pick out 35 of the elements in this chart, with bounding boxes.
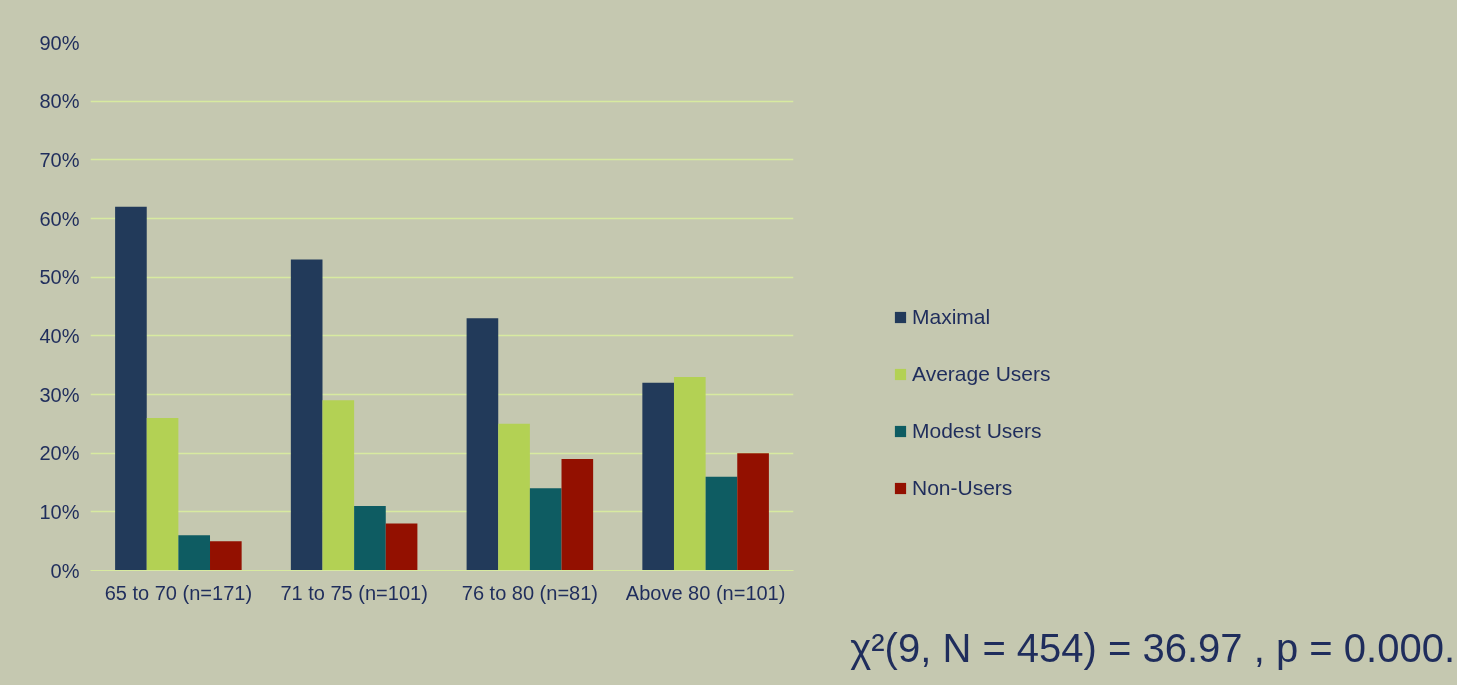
- x-tick-label: Above 80 (n=101): [625, 581, 786, 604]
- y-tick-label: 30%: [39, 383, 80, 406]
- text: χ²(9, N = 454) = 36.97 , p = 0.000.: [850, 625, 1455, 672]
- bar: [529, 488, 562, 571]
- bar: [178, 535, 211, 571]
- y-tick-label: 40%: [39, 324, 80, 347]
- x-tick-label: 65 to 70 (n=171): [104, 581, 253, 604]
- y-tick-label: 90%: [39, 31, 80, 54]
- bar: [322, 400, 355, 571]
- legend-label: Modest Users: [912, 419, 1042, 443]
- bar: [498, 423, 530, 571]
- bar: [673, 376, 706, 571]
- legend-label: Average Users: [912, 362, 1051, 386]
- bar: [642, 382, 674, 571]
- x-tick-label: 71 to 75 (n=101): [280, 581, 428, 604]
- y-tick-label: 10%: [39, 500, 80, 523]
- y-tick-label: 50%: [39, 266, 80, 289]
- legend-label: Non-Users: [912, 476, 1013, 500]
- bar: [146, 417, 179, 571]
- bar: [354, 505, 386, 571]
- x-tick-label: 76 to 80 (n=81): [461, 581, 598, 604]
- bar: [210, 541, 242, 571]
- y-tick-label: 70%: [39, 148, 80, 171]
- bar: [737, 453, 769, 571]
- bar: [561, 459, 594, 571]
- bar: [466, 318, 499, 571]
- bar: [290, 259, 323, 571]
- y-tick-label: 60%: [39, 207, 80, 230]
- bar: [705, 476, 738, 571]
- y-tick-label: 20%: [39, 442, 80, 465]
- bar: [115, 206, 147, 571]
- bar: [385, 523, 418, 571]
- legend-label: Maximal: [912, 305, 991, 329]
- y-tick-label: 80%: [39, 90, 80, 113]
- y-tick-label: 0%: [50, 559, 80, 582]
